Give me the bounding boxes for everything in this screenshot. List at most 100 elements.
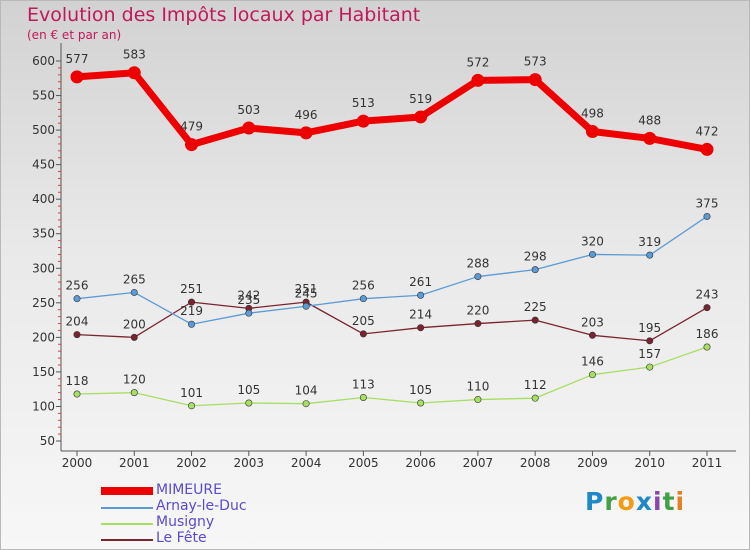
data-point [414, 110, 428, 124]
series-line [76, 346, 708, 407]
data-point [531, 394, 539, 402]
data-label: 203 [581, 315, 604, 329]
x-tick-label: 2011 [692, 456, 723, 470]
data-point [531, 316, 539, 324]
data-label: 513 [352, 96, 375, 110]
legend-swatch [101, 539, 153, 541]
legend-label: Musigny [156, 514, 215, 530]
x-tick-label: 2004 [291, 456, 322, 470]
data-label: 488 [638, 113, 661, 127]
data-label: 120 [123, 373, 146, 387]
data-point [302, 400, 310, 408]
y-tick-label: 550 [32, 89, 55, 103]
data-label: 319 [638, 235, 661, 249]
data-point [299, 126, 313, 140]
data-label: 146 [581, 355, 604, 369]
data-label: 265 [123, 272, 146, 286]
x-tick-label: 2003 [234, 456, 265, 470]
legend-swatch [101, 507, 153, 509]
data-point [646, 337, 654, 345]
x-tick-label: 2000 [62, 456, 93, 470]
data-point [588, 371, 596, 379]
data-label: 245 [295, 286, 318, 300]
data-point [588, 331, 596, 339]
data-label: 519 [409, 92, 432, 106]
data-point [646, 251, 654, 259]
data-label: 220 [466, 304, 489, 318]
data-point [127, 66, 141, 80]
data-label: 572 [466, 55, 489, 69]
data-point [700, 142, 714, 156]
data-point [356, 114, 370, 128]
data-point [302, 302, 310, 310]
data-label: 200 [123, 317, 146, 331]
data-label: 204 [66, 315, 89, 329]
data-label: 243 [696, 288, 719, 302]
series-line [76, 215, 708, 325]
y-tick-label: 50 [40, 434, 55, 448]
data-label: 113 [352, 377, 375, 391]
y-tick-label: 500 [32, 123, 55, 137]
data-point [70, 70, 84, 84]
proxiti-logo: Proxiti [585, 487, 686, 516]
x-tick-label: 2008 [520, 456, 551, 470]
x-tick-label: 2005 [348, 456, 379, 470]
x-tick-label: 2007 [463, 456, 494, 470]
data-label: 101 [180, 386, 203, 400]
y-tick-label: 600 [32, 54, 55, 68]
data-label: 110 [466, 380, 489, 394]
data-label: 105 [409, 383, 432, 397]
data-label: 577 [66, 52, 89, 66]
y-tick-label: 100 [32, 399, 55, 413]
data-label: 242 [237, 288, 260, 302]
chart-title: Evolution des Impôts locaux par Habitant [27, 4, 421, 26]
data-point [417, 324, 425, 332]
data-point [359, 330, 367, 338]
data-label: 214 [409, 308, 432, 322]
data-point [474, 273, 482, 281]
data-label: 583 [123, 48, 146, 62]
data-point [73, 295, 81, 303]
data-point [359, 393, 367, 401]
data-point [474, 396, 482, 404]
data-label: 219 [180, 304, 203, 318]
data-label: 157 [638, 347, 661, 361]
data-label: 288 [466, 257, 489, 271]
data-label: 503 [237, 103, 260, 117]
data-point [185, 138, 199, 152]
data-point [130, 389, 138, 397]
data-label: 498 [581, 106, 604, 120]
data-point [643, 131, 657, 145]
data-label: 186 [696, 327, 719, 341]
data-label: 251 [295, 282, 318, 296]
data-label: 472 [696, 124, 719, 138]
data-point [703, 343, 711, 351]
legend-label: Le Fête [156, 530, 207, 546]
legend-label: Arnay-le-Duc [156, 498, 247, 514]
x-tick-label: 2001 [119, 456, 150, 470]
data-point [73, 331, 81, 339]
chart-subtitle: (en € et par an) [27, 28, 122, 42]
data-point [188, 320, 196, 328]
y-tick-label: 300 [32, 261, 55, 275]
data-point [417, 291, 425, 299]
data-point [703, 304, 711, 312]
x-tick-label: 2010 [634, 456, 665, 470]
data-label: 496 [295, 108, 318, 122]
data-label: 118 [66, 374, 89, 388]
data-point [188, 298, 196, 306]
x-tick-label: 2009 [577, 456, 608, 470]
legend-swatch [101, 523, 153, 525]
data-point [73, 390, 81, 398]
series-line [73, 69, 711, 153]
data-point [130, 333, 138, 341]
data-label: 298 [524, 250, 547, 264]
data-point [245, 309, 253, 317]
data-label: 205 [352, 314, 375, 328]
data-label: 235 [237, 293, 260, 307]
data-point [130, 288, 138, 296]
legend-swatch [101, 487, 153, 495]
y-tick-label: 250 [32, 296, 55, 310]
